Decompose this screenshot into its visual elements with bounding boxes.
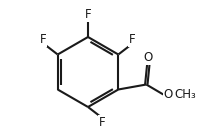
Text: F: F (99, 116, 105, 128)
Text: F: F (85, 9, 91, 22)
Text: F: F (39, 33, 46, 46)
Text: F: F (129, 33, 136, 46)
Text: O: O (144, 51, 153, 64)
Text: O: O (164, 88, 173, 101)
Text: CH₃: CH₃ (174, 88, 196, 101)
